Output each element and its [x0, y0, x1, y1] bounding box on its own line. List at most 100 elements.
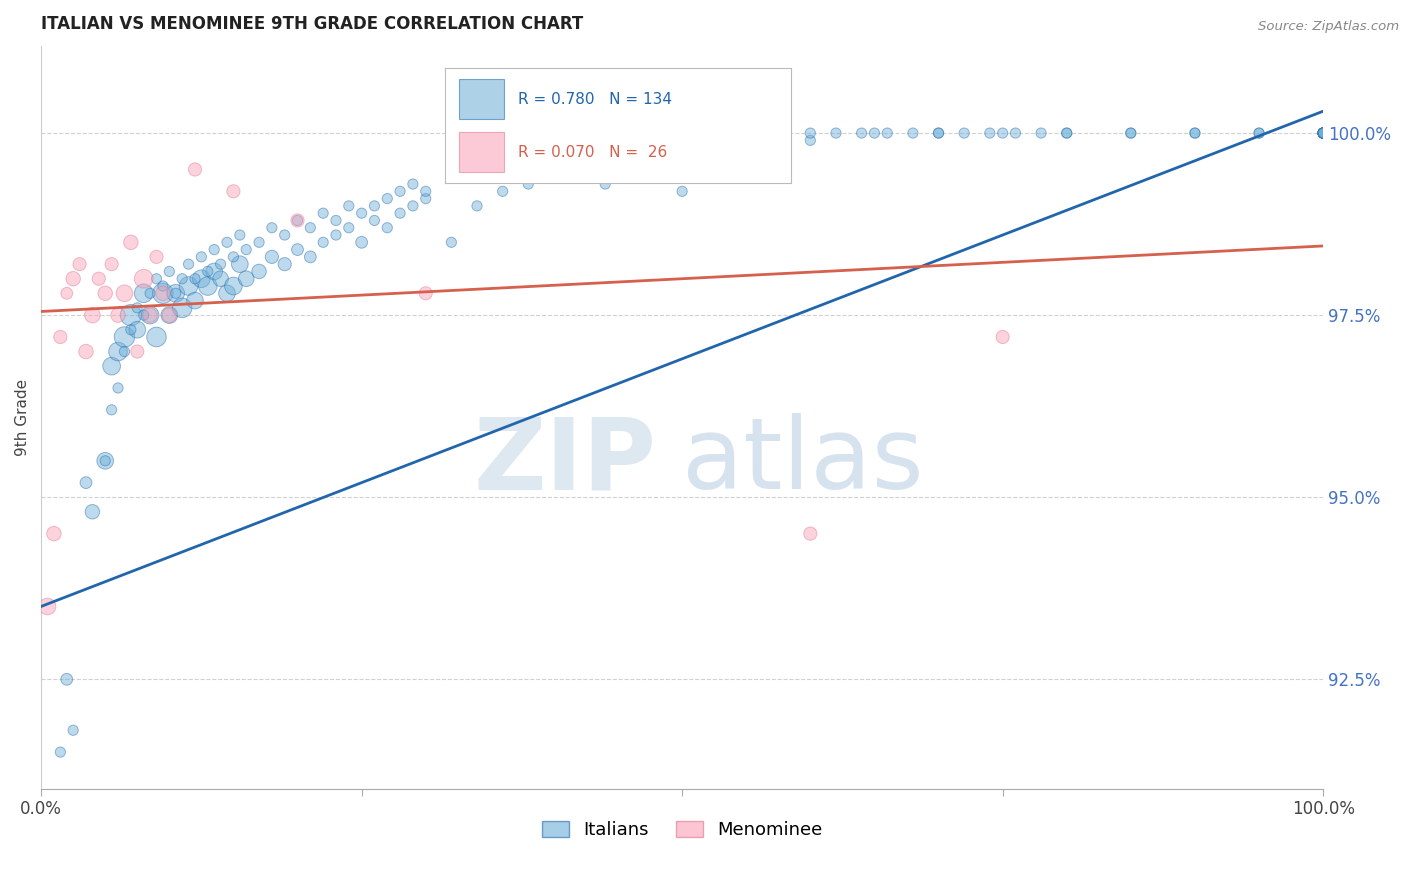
Point [172, 271, 194, 285]
Point [197, 279, 219, 293]
Point [107, 381, 129, 395]
Point [620, 126, 643, 140]
Point [100, 359, 122, 373]
Point [517, 141, 540, 155]
Point [876, 126, 898, 140]
Point [273, 257, 295, 271]
Point [389, 184, 412, 198]
Point [157, 264, 180, 278]
Point [825, 126, 848, 140]
Point [1029, 126, 1052, 140]
Point [287, 243, 309, 257]
Point [723, 141, 745, 155]
Point [152, 286, 174, 301]
Point [979, 126, 1001, 140]
Point [1184, 126, 1206, 140]
Point [82, 308, 104, 322]
Point [107, 344, 129, 359]
Point [363, 199, 385, 213]
Point [87, 271, 110, 285]
Point [517, 177, 540, 191]
Point [202, 264, 225, 278]
Point [491, 184, 513, 198]
Point [1312, 126, 1334, 140]
Point [132, 286, 155, 301]
Point [799, 526, 821, 541]
Point [375, 220, 398, 235]
Point [645, 126, 668, 140]
Point [145, 250, 167, 264]
Point [75, 344, 97, 359]
Point [145, 330, 167, 344]
Point [1056, 126, 1078, 140]
Point [127, 323, 149, 337]
Point [139, 308, 162, 322]
Point [120, 235, 142, 250]
Point [190, 271, 212, 285]
Point [465, 155, 488, 169]
Point [287, 213, 309, 227]
Point [184, 271, 207, 285]
Point [94, 286, 117, 301]
Point [247, 264, 270, 278]
Point [1312, 126, 1334, 140]
Point [157, 308, 180, 322]
Point [55, 286, 77, 301]
Point [184, 293, 207, 308]
Point [235, 271, 257, 285]
Point [991, 126, 1014, 140]
Point [568, 162, 591, 177]
Point [177, 279, 200, 293]
Point [440, 162, 463, 177]
Text: Source: ZipAtlas.com: Source: ZipAtlas.com [1258, 20, 1399, 33]
Point [177, 257, 200, 271]
Point [69, 257, 91, 271]
Point [197, 264, 219, 278]
Point [671, 184, 693, 198]
Point [247, 235, 270, 250]
Point [1312, 126, 1334, 140]
Point [260, 250, 283, 264]
Point [235, 243, 257, 257]
Point [229, 257, 252, 271]
Point [312, 206, 335, 220]
Point [696, 148, 718, 162]
Point [94, 454, 117, 468]
Point [139, 308, 162, 322]
Point [1119, 126, 1142, 140]
Point [953, 126, 976, 140]
Point [440, 235, 463, 250]
Text: ITALIAN VS MENOMINEE 9TH GRADE CORRELATION CHART: ITALIAN VS MENOMINEE 9TH GRADE CORRELATI… [41, 15, 583, 33]
Point [337, 199, 360, 213]
Point [735, 126, 758, 140]
Point [325, 227, 347, 242]
Point [37, 599, 59, 614]
Point [389, 206, 412, 220]
Y-axis label: 9th Grade: 9th Grade [15, 378, 30, 456]
Point [465, 199, 488, 213]
Point [100, 402, 122, 417]
Point [132, 271, 155, 285]
Point [1004, 126, 1026, 140]
Point [1247, 126, 1270, 140]
Point [1312, 126, 1334, 140]
Point [222, 184, 245, 198]
Point [202, 243, 225, 257]
Point [299, 220, 322, 235]
Point [593, 177, 616, 191]
Point [209, 271, 232, 285]
Point [337, 220, 360, 235]
Point [748, 155, 770, 169]
Point [363, 213, 385, 227]
Point [120, 308, 142, 322]
Point [1184, 126, 1206, 140]
Point [402, 177, 425, 191]
Point [350, 235, 373, 250]
Point [127, 344, 149, 359]
Point [851, 126, 873, 140]
Point [415, 286, 437, 301]
Point [172, 301, 194, 315]
Point [312, 235, 335, 250]
Point [127, 301, 149, 315]
Point [94, 454, 117, 468]
